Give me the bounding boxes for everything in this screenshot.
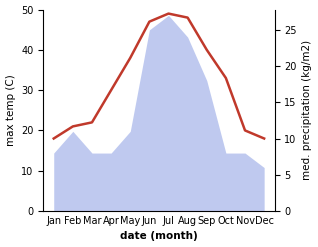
Y-axis label: max temp (C): max temp (C): [5, 74, 16, 146]
X-axis label: date (month): date (month): [120, 231, 198, 242]
Y-axis label: med. precipitation (kg/m2): med. precipitation (kg/m2): [302, 40, 313, 180]
